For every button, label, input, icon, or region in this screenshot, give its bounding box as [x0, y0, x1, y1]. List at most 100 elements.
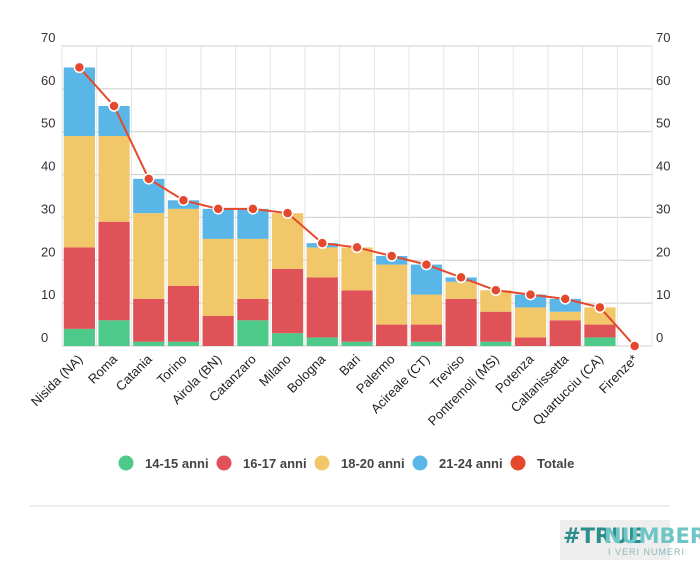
bar-segment	[133, 298, 165, 342]
y-tick-label-right: 50	[656, 116, 670, 131]
legend-item: 21-24 anni	[412, 455, 503, 471]
bar-segment	[514, 294, 547, 308]
bar-segment	[584, 307, 616, 325]
bar-segment	[271, 333, 304, 346]
bar-segment	[133, 213, 165, 299]
legend-swatch	[216, 455, 232, 471]
logo-hash-text: #TRUE	[563, 524, 643, 548]
bar-segment	[341, 290, 373, 342]
bar-segment	[445, 281, 477, 299]
y-axis-left: 0 10 20 30 40 50 60 70	[41, 30, 55, 345]
total-point	[420, 258, 433, 271]
y-tick-label-right: 40	[656, 159, 670, 174]
legend-swatch	[412, 455, 428, 471]
bar-segment	[549, 311, 581, 321]
total-point	[281, 207, 294, 219]
bar-segment	[63, 67, 95, 136]
bar-segment	[410, 324, 443, 342]
x-tick-label: Bari	[336, 351, 363, 378]
bar-segment	[410, 341, 443, 346]
bar-segment	[306, 277, 338, 338]
legend: 14-15 anni 16-17 anni 18-20 anni 21-24 anni…	[118, 455, 574, 471]
bar-segment	[98, 320, 130, 346]
truenumbers-logo: #TRUE NUMBERS I VERI NUMERI	[560, 520, 700, 560]
x-tick-label: Catania	[113, 351, 156, 394]
y-axis-right: 0 10 20 30 40 50 60 70	[656, 30, 670, 345]
bar-segment	[376, 264, 408, 325]
legend-label: 18-20 anni	[341, 456, 405, 471]
bar-segment	[167, 286, 200, 342]
bar-segment	[549, 298, 581, 312]
bar-segment	[480, 341, 512, 346]
bar-segment	[445, 298, 477, 346]
y-tick-label-left: 50	[41, 116, 55, 131]
total-point	[385, 250, 398, 262]
bar-segment	[514, 337, 547, 346]
y-tick-label-left: 60	[41, 73, 55, 88]
legend-item: 16-17 anni	[216, 455, 307, 471]
legend-item: Totale	[510, 455, 574, 471]
y-tick-label-right: 70	[656, 30, 670, 45]
bar-segment	[98, 221, 130, 321]
legend-label: 14-15 anni	[145, 456, 209, 471]
total-point	[316, 237, 329, 249]
y-tick-label-right: 20	[656, 244, 670, 259]
bar-segment	[306, 337, 338, 346]
total-point	[351, 241, 363, 254]
bar-segment	[480, 290, 512, 312]
y-tick-label-left: 10	[41, 287, 55, 302]
bar-segment	[237, 320, 269, 346]
legend-swatch	[510, 455, 526, 471]
bar-segment	[63, 136, 95, 248]
bar-segment	[133, 341, 165, 346]
total-point	[73, 61, 86, 74]
legend-swatch	[118, 455, 134, 471]
bar-segment	[167, 341, 200, 346]
legend-label: 16-17 anni	[243, 456, 307, 471]
legend-item: 14-15 anni	[118, 455, 209, 471]
logo-tagline-text: I VERI NUMERI	[608, 547, 685, 557]
total-point	[212, 203, 224, 215]
bar-segment	[271, 268, 304, 334]
total-line	[73, 61, 641, 352]
y-tick-label-right: 30	[656, 201, 670, 216]
total-point	[143, 173, 155, 185]
bar-segment	[341, 247, 373, 291]
logo-word-text: NUMBERS	[604, 524, 700, 548]
bar-segment	[63, 247, 95, 329]
total-point	[177, 194, 190, 207]
bar-segment	[202, 316, 234, 346]
total-point	[247, 203, 259, 215]
bar-segment	[584, 337, 616, 346]
y-tick-label-left: 0	[41, 330, 48, 345]
legend-item: 18-20 anni	[314, 455, 405, 471]
bar-segment	[237, 298, 269, 321]
bar-segment	[341, 341, 373, 346]
legend-label: 21-24 anni	[439, 456, 503, 471]
bar-segment	[63, 328, 95, 346]
total-point	[524, 288, 537, 301]
y-tick-label-left: 70	[41, 30, 55, 45]
bar-segment	[410, 294, 443, 325]
bar-segment	[237, 238, 269, 299]
total-point	[455, 271, 467, 284]
total-point	[628, 340, 641, 352]
bar-segment	[514, 307, 547, 338]
legend-label: Totale	[537, 456, 574, 471]
total-point	[594, 301, 606, 314]
total-point	[108, 100, 120, 112]
y-tick-label-left: 40	[41, 159, 55, 174]
bar-segment	[306, 247, 338, 278]
y-tick-label-right: 60	[656, 73, 670, 88]
x-tick-label: Bologna	[284, 351, 329, 396]
bar-segment	[480, 311, 512, 342]
bar-segment	[584, 324, 616, 338]
bar-segment	[376, 324, 408, 346]
bar-segment	[202, 238, 234, 316]
logo-background	[560, 520, 670, 560]
x-tick-label: Firenze*	[596, 352, 641, 397]
bar-segment	[167, 208, 200, 286]
x-tick-label: Nisida (NA)	[28, 352, 86, 410]
